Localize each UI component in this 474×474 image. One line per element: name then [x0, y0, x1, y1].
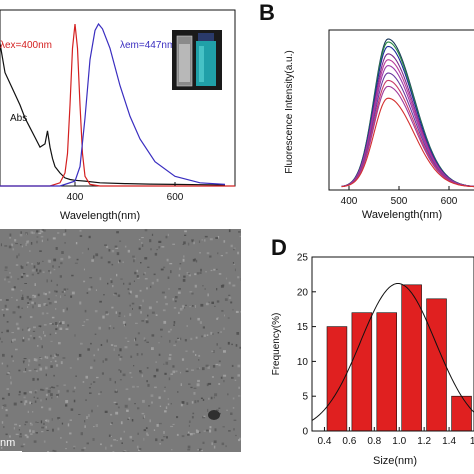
histogram-bar — [401, 284, 422, 432]
excitation-label: λex=400nm — [0, 40, 52, 51]
panel-d-ytick-label: 10 — [297, 357, 309, 368]
gaussian-fit-curve — [311, 283, 474, 421]
vial-photo — [172, 30, 222, 90]
panel-b-xtick-label: 600 — [441, 196, 458, 207]
panel-b-xtick-label: 500 — [391, 196, 408, 207]
panel-a-xlabel: Wavelength(nm) — [60, 210, 140, 222]
panel-a-chart: 400 600 Abs λex=400nm λem=447nm Wavelengt… — [0, 9, 236, 222]
panel-b: B 400 500 600 Fluorescence Intensity(a.u.)… — [245, 0, 474, 225]
emission-curve — [0, 22, 226, 187]
panel-d-ytick-label: 20 — [297, 287, 309, 298]
panel-d-xtick-label: 0.4 — [318, 436, 332, 447]
panel-b-letter: B — [259, 0, 275, 25]
panel-b-chart: 400 500 600 Fluorescence Intensity(a.u.) W… — [284, 29, 474, 221]
panel-b-ylabel: Fluorescence Intensity(a.u.) — [284, 50, 295, 173]
panel-d-chart: 0 5 10 15 20 25 0.4 0.6 0.8 1.0 1.2 1.4 1. Frequency… — [271, 253, 474, 467]
abs-label: Abs — [10, 113, 27, 124]
panel-a-xtick-label: 600 — [167, 192, 184, 203]
panel-d-ylabel: Frequency(%) — [271, 313, 282, 376]
histogram-bar — [376, 312, 398, 432]
panel-d-xtick-label: 1.0 — [392, 436, 406, 447]
scale-bar — [0, 451, 22, 452]
spectrum-curve — [341, 97, 474, 188]
panel-d-xtick-label: 1.2 — [417, 436, 431, 447]
panel-d-ytick-label: 0 — [302, 427, 308, 438]
panel-b-frame — [328, 29, 474, 191]
tem-image: nm — [0, 229, 241, 452]
panel-d: D 0 5 10 15 20 25 0.4 0.6 0.8 1.0 1.2 1.4 1. Frequen… — [245, 225, 474, 474]
panel-d-ytick-label: 25 — [297, 253, 309, 264]
tem-texture — [0, 229, 241, 452]
panel-d-xlabel: Size(nm) — [373, 455, 417, 467]
panel-d-xtick-label: 1. — [470, 436, 474, 447]
emission-label: λem=447nm — [120, 40, 175, 51]
panel-d-ytick-label: 15 — [297, 322, 309, 333]
panel-d-letter: D — [271, 235, 287, 260]
histogram-bar — [451, 395, 472, 432]
panel-a: 400 600 Abs λex=400nm λem=447nm Wavelengt… — [0, 0, 245, 225]
histogram-bar — [351, 312, 373, 432]
panel-d-ytick-label: 5 — [302, 392, 308, 403]
scale-label: nm — [0, 437, 16, 449]
panel-b-xtick-label: 400 — [341, 196, 358, 207]
panel-a-xtick-label: 400 — [67, 192, 84, 203]
panel-d-xtick-label: 0.8 — [367, 436, 381, 447]
abs-curve — [0, 43, 226, 186]
panel-d-frame — [311, 256, 474, 432]
panel-b-xlabel: Wavelength(nm) — [362, 209, 442, 221]
panel-d-xtick-label: 0.6 — [342, 436, 356, 447]
excitation-curve — [0, 23, 235, 187]
panel-d-xtick-label: 1.4 — [442, 436, 456, 447]
histogram-bar — [426, 298, 447, 432]
